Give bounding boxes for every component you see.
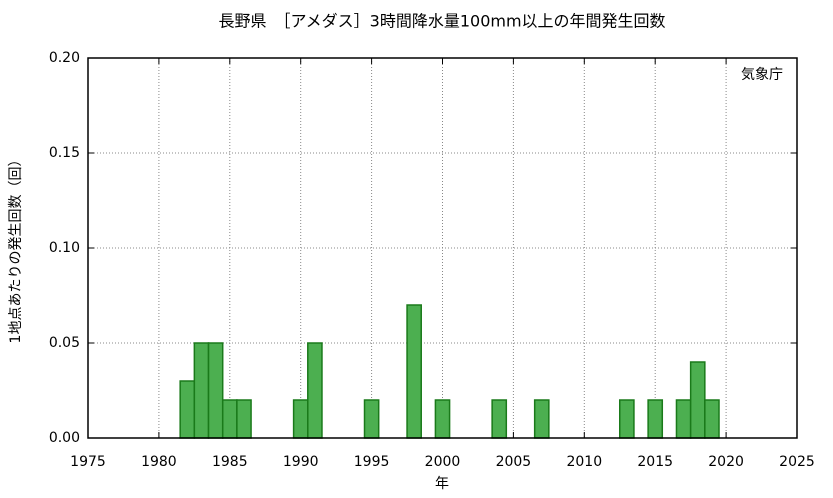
x-tick-label: 1995 <box>354 454 390 470</box>
x-tick-label: 2000 <box>425 454 461 470</box>
plot-frame <box>87 57 798 439</box>
x-tick-label: 1990 <box>283 454 319 470</box>
bar <box>619 399 635 439</box>
bar <box>434 399 451 439</box>
y-tick-label: 0.10 <box>49 240 80 256</box>
bar <box>675 399 692 439</box>
x-axis-label: 年 <box>435 476 449 492</box>
x-tick-label: 1985 <box>212 454 248 470</box>
y-tick-label: 0.00 <box>49 430 80 446</box>
bar <box>647 399 664 439</box>
bar <box>292 399 309 439</box>
x-tick-label: 2015 <box>637 454 673 470</box>
bar <box>491 399 508 439</box>
bar <box>406 304 422 439</box>
bar <box>704 399 720 439</box>
bar <box>193 342 210 439</box>
bar <box>363 399 380 439</box>
bar <box>179 380 196 439</box>
x-tick-label: 2025 <box>779 454 815 470</box>
y-tick-label: 0.20 <box>49 50 80 66</box>
y-tick-label: 0.15 <box>49 145 80 161</box>
bar <box>207 342 224 439</box>
x-tick-label: 1975 <box>70 454 106 470</box>
bar <box>236 399 252 439</box>
bar <box>307 342 323 439</box>
x-tick-label: 1980 <box>141 454 177 470</box>
bar <box>689 361 706 439</box>
x-tick-label: 2005 <box>496 454 532 470</box>
bar <box>221 399 238 439</box>
y-axis-label: 1地点あたりの発生回数（回） <box>8 153 24 344</box>
x-tick-label: 2010 <box>566 454 602 470</box>
chart-title: 長野県 ［アメダス］3時間降水量100mm以上の年間発生回数 <box>218 12 665 31</box>
bar <box>533 399 550 439</box>
annotation: 気象庁 <box>741 67 783 83</box>
y-tick-label: 0.05 <box>49 335 80 351</box>
x-tick-label: 2020 <box>708 454 744 470</box>
